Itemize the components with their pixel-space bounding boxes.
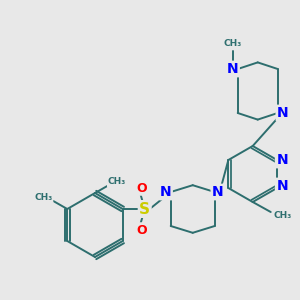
Text: CH₃: CH₃: [274, 212, 292, 220]
Text: O: O: [136, 224, 147, 236]
Text: N: N: [160, 185, 172, 199]
Text: CH₃: CH₃: [224, 38, 242, 47]
Text: N: N: [212, 185, 224, 199]
Text: CH₃: CH₃: [34, 194, 52, 202]
Text: S: S: [139, 202, 150, 217]
Text: N: N: [277, 106, 289, 120]
Text: O: O: [136, 182, 147, 194]
Text: CH₃: CH₃: [108, 178, 126, 187]
Text: N: N: [276, 153, 288, 167]
Text: N: N: [227, 62, 239, 76]
Text: N: N: [276, 179, 288, 193]
